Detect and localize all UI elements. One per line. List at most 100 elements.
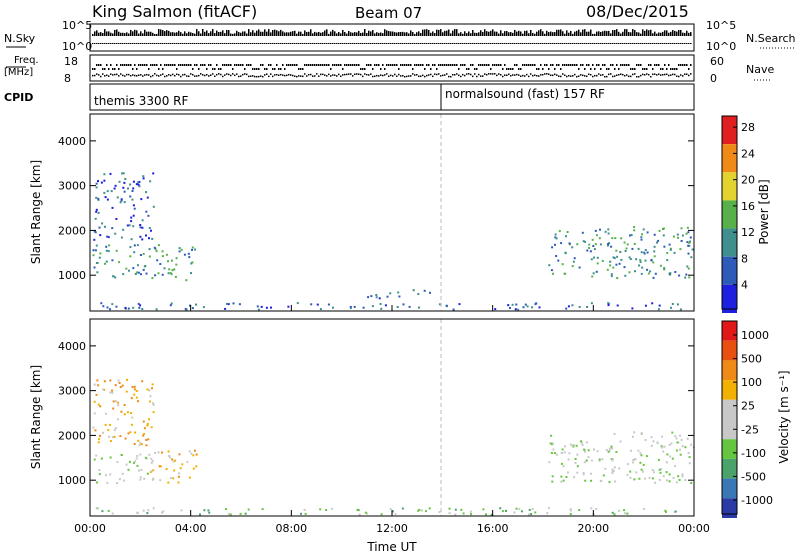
echo-cell bbox=[563, 451, 566, 454]
nave-mark bbox=[474, 73, 476, 75]
echo-cell bbox=[107, 236, 110, 239]
freq-mark bbox=[686, 64, 688, 66]
echo-cell bbox=[152, 403, 155, 406]
echo-cell bbox=[380, 513, 383, 516]
echo-cell bbox=[270, 306, 272, 309]
nsky-bar bbox=[652, 33, 654, 36]
nsearch-bar bbox=[132, 43, 134, 44]
nsky-bar bbox=[282, 31, 284, 36]
nave-mark bbox=[144, 74, 146, 76]
nave-mark bbox=[348, 73, 350, 75]
freq-mark bbox=[640, 64, 642, 66]
nsky-bar bbox=[184, 31, 186, 36]
nave-mark bbox=[644, 74, 646, 76]
freq-mark bbox=[428, 64, 430, 66]
nave-mark bbox=[314, 75, 316, 77]
nave-mark bbox=[588, 73, 590, 76]
freq-mark bbox=[228, 64, 230, 66]
freq-mark bbox=[134, 64, 136, 66]
freq-mark bbox=[394, 64, 396, 66]
echo-cell bbox=[639, 452, 642, 455]
echo-cell bbox=[139, 478, 142, 481]
echo-cell bbox=[687, 231, 690, 234]
echo-cell bbox=[114, 184, 117, 187]
nave-mark bbox=[318, 75, 320, 77]
colorbar-tick-label: 100 bbox=[741, 376, 762, 389]
nave-mark bbox=[246, 73, 248, 76]
nsky-bar bbox=[204, 31, 206, 36]
cpid-panel: CPID themis 3300 RF normalsound (fast) 1… bbox=[4, 83, 695, 111]
freq-mark bbox=[118, 68, 120, 70]
echo-cell bbox=[562, 465, 565, 468]
echo-cell bbox=[674, 510, 677, 513]
echo-cell bbox=[549, 442, 552, 445]
nsearch-bar bbox=[666, 43, 668, 44]
nave-mark bbox=[210, 74, 212, 76]
nsearch-bar bbox=[92, 43, 94, 44]
y-tick-label: 3000 bbox=[58, 180, 86, 193]
nave-mark bbox=[650, 75, 652, 78]
freq-mark bbox=[146, 64, 148, 66]
freq-mark bbox=[382, 64, 384, 66]
nave-mark bbox=[110, 73, 112, 75]
echo-cell bbox=[674, 465, 677, 468]
echo-cell bbox=[357, 509, 360, 512]
freq-mark bbox=[128, 64, 130, 66]
nsearch-bar bbox=[210, 43, 212, 44]
echo-cell bbox=[681, 473, 684, 476]
echo-cell bbox=[679, 434, 681, 437]
echo-cell bbox=[681, 445, 684, 448]
echo-cell bbox=[616, 277, 619, 279]
nsky-bar bbox=[398, 32, 400, 36]
freq-mark bbox=[106, 64, 108, 66]
nsearch-bar bbox=[614, 43, 616, 44]
nsearch-bar bbox=[320, 43, 322, 44]
freq-mark bbox=[204, 64, 206, 66]
echo-cell bbox=[143, 427, 146, 430]
colorbar-tick-label: 8 bbox=[741, 252, 748, 265]
freq-mark bbox=[430, 68, 432, 70]
echo-cell bbox=[159, 465, 162, 468]
echo-cell bbox=[594, 243, 597, 246]
echo-cell bbox=[154, 452, 157, 454]
echo-cell bbox=[139, 441, 142, 444]
echo-cell bbox=[136, 181, 139, 184]
echo-cell bbox=[123, 413, 126, 416]
echo-cell bbox=[676, 233, 679, 236]
echo-cell bbox=[394, 513, 397, 515]
nsky-bar bbox=[674, 30, 676, 36]
echo-cell bbox=[177, 475, 180, 478]
echo-cell bbox=[173, 469, 176, 472]
nsky-bar bbox=[584, 29, 586, 36]
nsearch-bar bbox=[278, 43, 280, 44]
nsearch-bar bbox=[478, 43, 480, 44]
echo-cell bbox=[589, 250, 592, 253]
freq-mark bbox=[502, 68, 504, 70]
echo-cell bbox=[454, 513, 457, 516]
echo-cell bbox=[96, 481, 98, 484]
freq-mark bbox=[432, 64, 434, 66]
freq-mark bbox=[470, 64, 472, 66]
nave-mark bbox=[600, 74, 602, 76]
nsky-bar bbox=[250, 32, 252, 36]
nave-mark bbox=[140, 74, 142, 76]
nsearch-bar bbox=[664, 43, 666, 44]
nsearch-bar bbox=[242, 43, 244, 44]
nsearch-bar bbox=[658, 43, 660, 44]
nsearch-bar bbox=[190, 43, 192, 44]
nsearch-bar bbox=[460, 43, 462, 44]
nsky-bar bbox=[450, 33, 452, 36]
echo-cell bbox=[576, 471, 579, 474]
x-tick-label: 16:00 bbox=[477, 522, 509, 535]
nave-mark bbox=[274, 74, 276, 76]
echo-cell bbox=[148, 453, 151, 456]
echo-cell bbox=[681, 234, 684, 237]
nsearch-bar bbox=[528, 43, 530, 44]
freq-mark bbox=[528, 64, 530, 66]
nsearch-bar bbox=[276, 43, 278, 44]
echo-cell bbox=[470, 513, 472, 516]
nsky-bar bbox=[592, 33, 594, 36]
echo-cell bbox=[134, 460, 137, 463]
nsearch-bar bbox=[574, 43, 576, 44]
nave-mark bbox=[194, 75, 196, 77]
